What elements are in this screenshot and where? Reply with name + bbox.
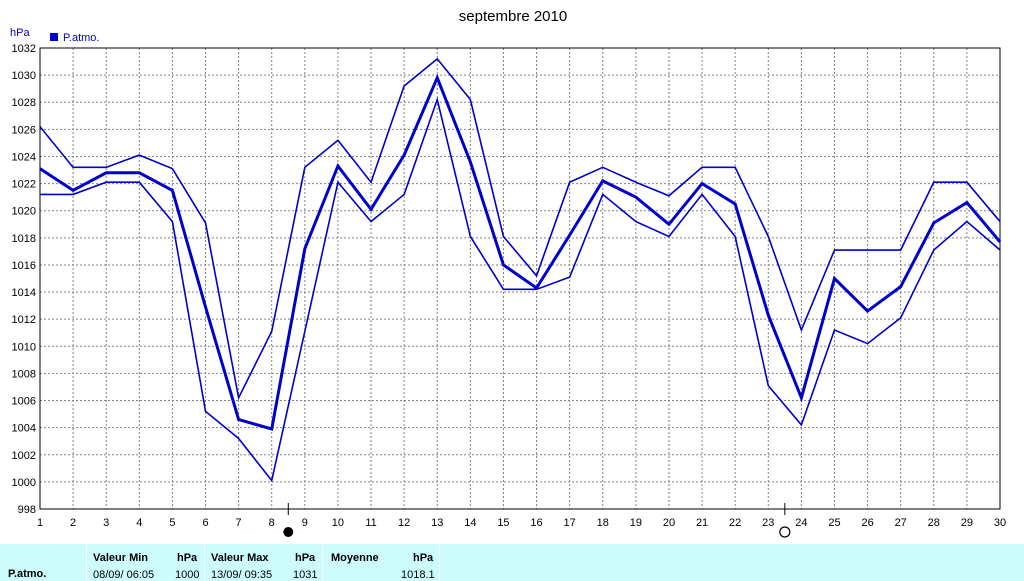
y-tick-label: 1006 xyxy=(12,396,36,408)
y-tick-label: 1032 xyxy=(12,43,36,55)
footer-min-cell: Valeur Min hPa 08/09/ 06:05 1000 xyxy=(87,544,205,581)
x-tick-label: 5 xyxy=(169,517,175,529)
min-header: Valeur Min xyxy=(93,552,149,564)
x-tick-label: 19 xyxy=(630,517,642,529)
legend: P.atmo. xyxy=(50,32,100,44)
chart-title: septembre 2010 xyxy=(459,8,567,25)
x-tick-label: 18 xyxy=(597,517,609,529)
series xyxy=(39,57,1002,483)
x-axis-ticks: 1 2 3 4 5 6 7 8 9 10 11 12 13 14 15 16 17 18 19 20 21 22 23 24 2… xyxy=(37,517,1006,529)
x-tick-label: 9 xyxy=(302,517,308,529)
stats-footer: P.atmo. Valeur Min hPa 08/09/ 06:05 1000… xyxy=(0,543,1024,581)
x-tick-label: 3 xyxy=(103,517,109,529)
mean-value: 1018.1 xyxy=(401,569,435,581)
x-tick-label: 20 xyxy=(663,517,675,529)
y-tick-label: 1016 xyxy=(12,260,36,272)
min-value: 1000 xyxy=(175,569,200,581)
y-tick-label: 1014 xyxy=(12,287,36,299)
x-tick-label: 22 xyxy=(729,517,741,529)
y-tick-label: 1022 xyxy=(12,179,36,191)
x-tick-label: 29 xyxy=(961,517,973,529)
series-line-max xyxy=(39,57,1001,401)
x-tick-label: 17 xyxy=(564,517,576,529)
x-tick-label: 24 xyxy=(795,517,807,529)
x-tick-label: 14 xyxy=(464,517,476,529)
y-tick-label: 1020 xyxy=(12,206,36,218)
max-date: 13/09/ 09:35 xyxy=(211,569,273,581)
series-line-min xyxy=(40,96,1001,483)
y-tick-label: 1026 xyxy=(12,124,36,136)
y-tick-label: 1024 xyxy=(12,151,36,163)
mean-unit: hPa xyxy=(413,552,434,564)
min-date: 08/09/ 06:05 xyxy=(93,569,155,581)
y-axis-unit: hPa xyxy=(10,27,30,39)
max-value: 1031 xyxy=(293,569,318,581)
x-tick-label: 28 xyxy=(928,517,940,529)
max-unit: hPa xyxy=(295,552,316,564)
x-tick-label: 8 xyxy=(269,517,275,529)
footer-max-cell: Valeur Max hPa 13/09/ 09:35 1031 xyxy=(205,544,323,581)
x-tick-label: 4 xyxy=(136,517,142,529)
y-tick-label: 1028 xyxy=(12,97,36,109)
x-tick-label: 30 xyxy=(994,517,1006,529)
min-unit: hPa xyxy=(177,552,198,564)
x-tick-label: 6 xyxy=(202,517,208,529)
x-tick-label: 21 xyxy=(696,517,708,529)
x-tick-label: 15 xyxy=(497,517,509,529)
max-header: Valeur Max xyxy=(211,552,269,564)
x-tick-label: 1 xyxy=(37,517,43,529)
new-moon-icon xyxy=(283,527,294,537)
x-tick-label: 7 xyxy=(236,517,242,529)
x-tick-label: 2 xyxy=(70,517,76,529)
x-tick-label: 11 xyxy=(365,517,376,529)
x-tick-label: 13 xyxy=(431,517,443,529)
y-tick-label: 1030 xyxy=(12,70,36,82)
pressure-chart: septembre 2010 hPa P.atmo. 998 1000 1002 10… xyxy=(10,8,1006,538)
x-tick-label: 10 xyxy=(332,517,344,529)
legend-swatch xyxy=(50,33,58,41)
x-tick-label: 25 xyxy=(828,517,840,529)
moon-markers xyxy=(283,503,791,538)
y-tick-label: 1002 xyxy=(12,450,36,462)
x-tick-label: 27 xyxy=(895,517,907,529)
y-tick-label: 1018 xyxy=(12,233,36,245)
x-tick-label: 23 xyxy=(762,517,774,529)
x-tick-label: 16 xyxy=(530,517,542,529)
series-line-mean xyxy=(39,73,1002,431)
mean-header: Moyenne xyxy=(331,552,379,564)
legend-label: P.atmo. xyxy=(63,32,100,44)
x-tick-label: 26 xyxy=(861,517,873,529)
y-tick-label: 1010 xyxy=(12,341,36,353)
y-axis-ticks: 998 1000 1002 1004 1006 1008 1010 1012 1014 1016 1… xyxy=(12,43,36,516)
y-tick-label: 1008 xyxy=(12,368,36,380)
y-tick-label: 1004 xyxy=(12,423,36,435)
x-tick-label: 12 xyxy=(398,517,410,529)
grid xyxy=(40,48,1000,509)
y-tick-label: 998 xyxy=(18,504,36,516)
plot-area-frame xyxy=(39,47,1001,510)
footer-mean-cell: Moyenne hPa 1018.1 xyxy=(323,544,440,581)
y-tick-label: 1000 xyxy=(12,477,36,489)
full-moon-icon xyxy=(779,526,791,538)
footer-row-label: P.atmo. xyxy=(8,568,47,580)
y-tick-label: 1012 xyxy=(12,314,36,326)
footer-label-cell xyxy=(0,544,87,581)
